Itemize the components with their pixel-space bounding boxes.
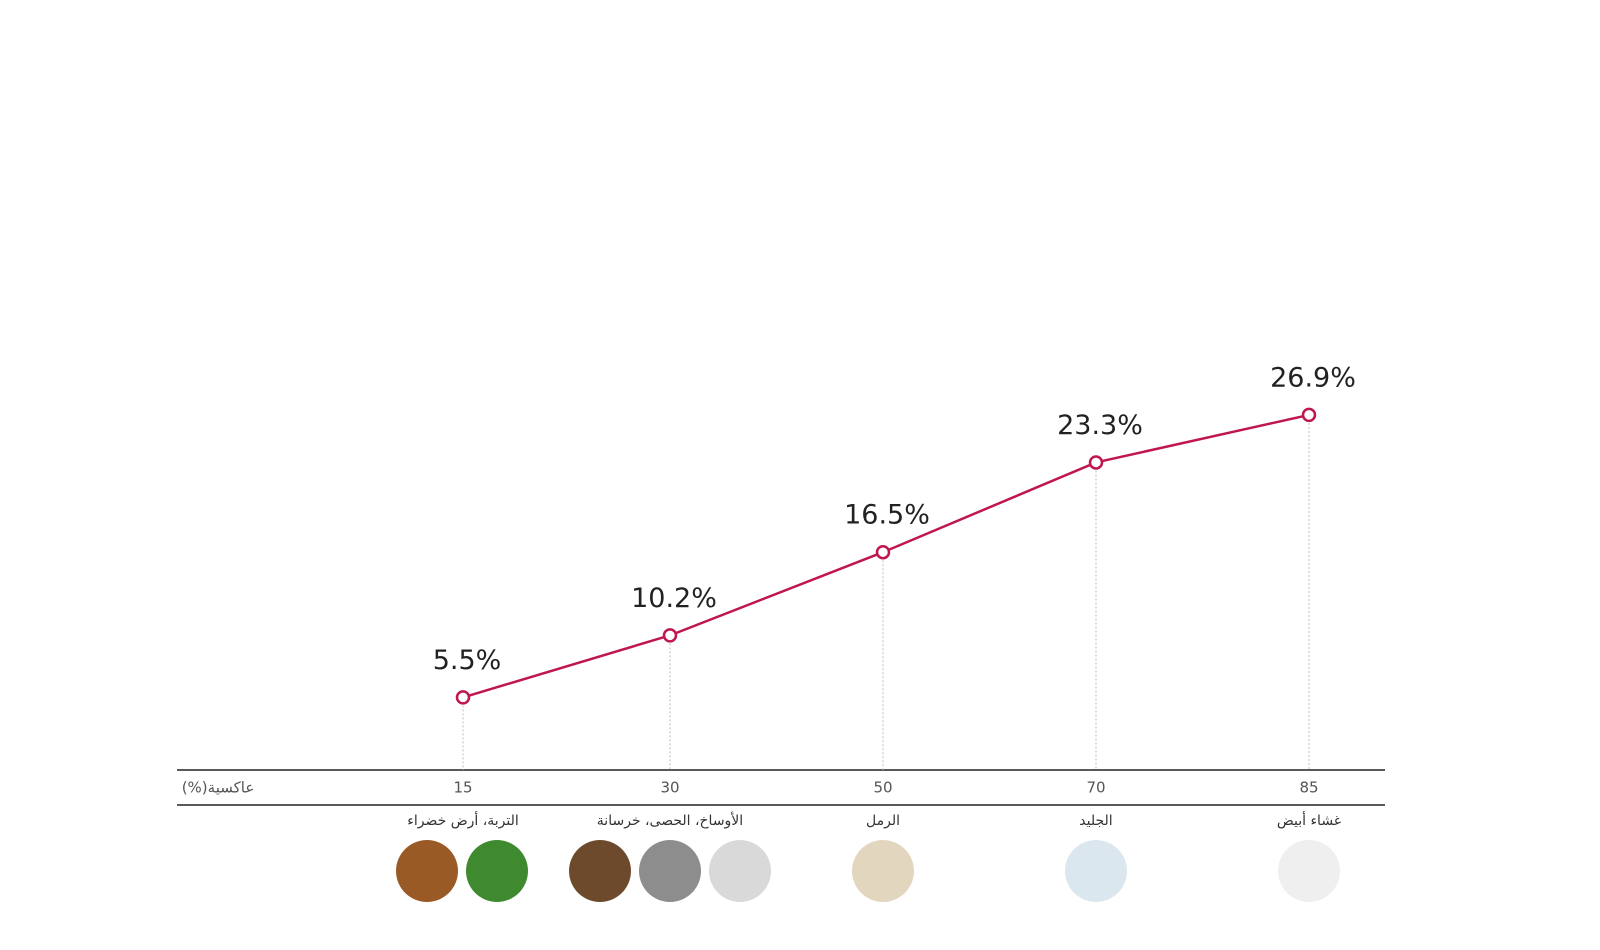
x-tick-label: 85 [1299,779,1318,797]
surface-label: غشاء أبيض [1277,811,1341,829]
value-label: 16.5% [844,500,930,531]
point [875,544,891,560]
swatch [852,840,914,902]
value-label: 5.5% [433,645,502,676]
swatch [639,840,701,902]
value-label: 10.2% [631,583,717,614]
swatch [396,840,458,902]
point [1088,455,1104,470]
swatch [709,840,771,902]
point [662,628,678,643]
value-label: 26.9% [1270,362,1356,393]
surface-label: الرمل [866,813,900,829]
swatch [569,840,631,902]
surface-label: التربة، أرض خضراء [407,811,519,829]
swatch [466,840,528,902]
x-axis-label: عاكسية(%) [182,779,255,797]
point [455,690,471,705]
swatch [1278,840,1340,902]
surface-label: الجليد [1079,813,1112,829]
x-tick-label: 50 [873,779,892,797]
swatch [1065,840,1127,902]
surface-label: الأوساخ، الحصى، خرسانة [597,811,743,829]
swatches [396,840,1340,902]
point [1301,407,1317,423]
value-label: 23.3% [1057,410,1143,441]
x-tick-label: 15 [453,779,472,797]
x-tick-label: 70 [1086,779,1105,797]
x-tick-label: 30 [660,779,679,797]
